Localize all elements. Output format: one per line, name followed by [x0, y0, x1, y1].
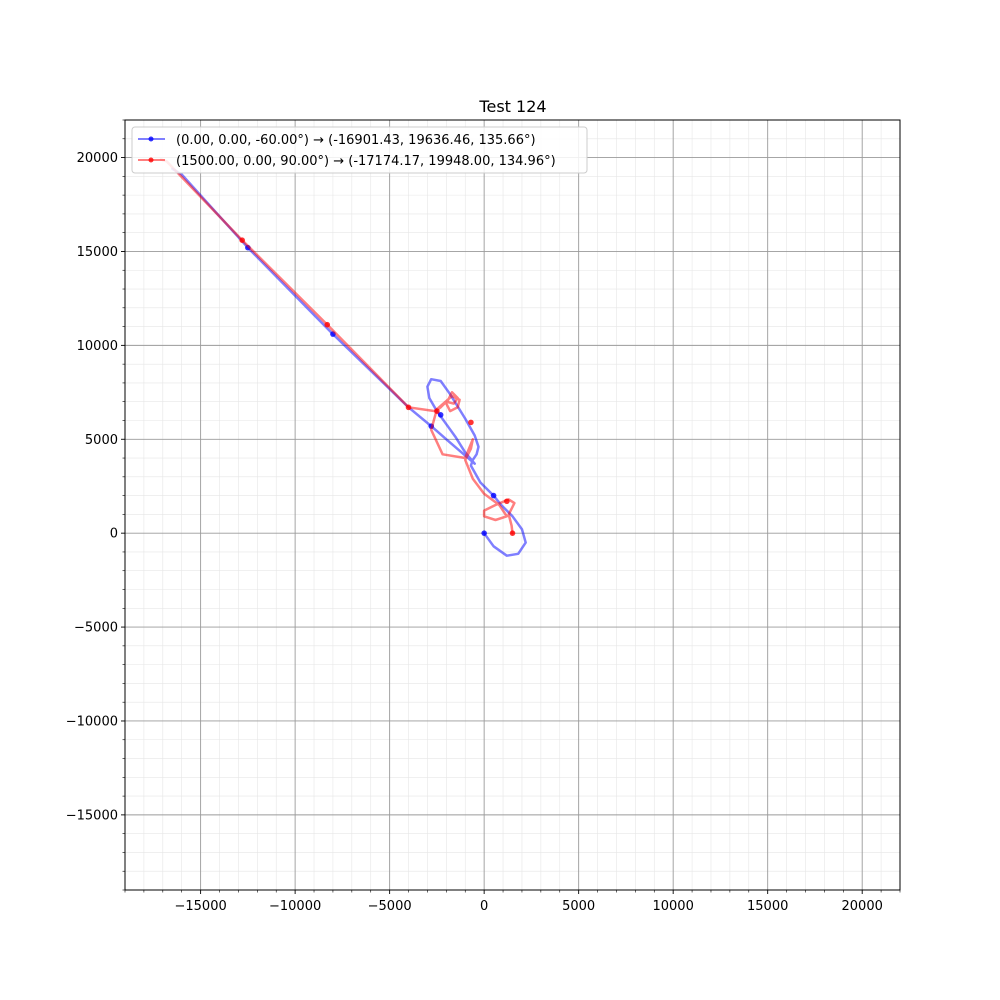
y-tick-label: 10000 [77, 339, 118, 354]
series-line-1 [159, 158, 516, 535]
legend-label-series-1: (1500.00, 0.00, 90.00°) → (-17174.17, 19… [176, 154, 556, 169]
series-marker-1 [509, 530, 516, 536]
x-tick-label: 20000 [842, 899, 883, 914]
series-marker-1 [405, 404, 412, 411]
x-tick-label: 10000 [652, 899, 693, 914]
x-tick-label: −15000 [174, 899, 226, 914]
series-marker-0 [437, 412, 444, 418]
y-tick-label: 5000 [85, 433, 118, 448]
series-marker-1 [324, 321, 331, 328]
legend: (0.00, 0.00, -60.00°) → (-16901.43, 1963… [131, 126, 588, 174]
y-tick-label: −5000 [74, 621, 118, 636]
x-tick-label: 0 [480, 899, 488, 914]
series-marker-0 [490, 492, 497, 499]
legend-marker-series-1 [148, 157, 154, 163]
grid [124, 119, 901, 891]
axis-ticks: −15000 −10000 −5000 0 5000 10000 15000 20000 −15… [66, 119, 901, 914]
legend-box [131, 126, 588, 174]
x-tick-label: −5000 [368, 899, 412, 914]
y-tick-label: −10000 [66, 714, 118, 729]
y-tick-label: 15000 [77, 245, 118, 260]
legend-label-series-0: (0.00, 0.00, -60.00°) → (-16901.43, 1963… [176, 133, 536, 148]
series-marker-1 [504, 498, 510, 505]
series-marker-1 [468, 419, 474, 426]
y-tick-label: 20000 [77, 151, 118, 166]
x-tick-label: 15000 [747, 899, 788, 914]
series-marker-0 [481, 530, 487, 536]
y-tick-label: 0 [110, 527, 118, 542]
plot-frame [124, 119, 901, 891]
legend-marker-series-0 [148, 136, 154, 142]
chart-title: Test 124 [478, 97, 546, 116]
plot-series [159, 158, 527, 557]
series-marker-1 [434, 408, 440, 414]
x-tick-label: −10000 [269, 899, 321, 914]
series-marker-1 [239, 237, 245, 243]
y-tick-label: −15000 [66, 808, 118, 823]
x-tick-label: 5000 [562, 899, 595, 914]
